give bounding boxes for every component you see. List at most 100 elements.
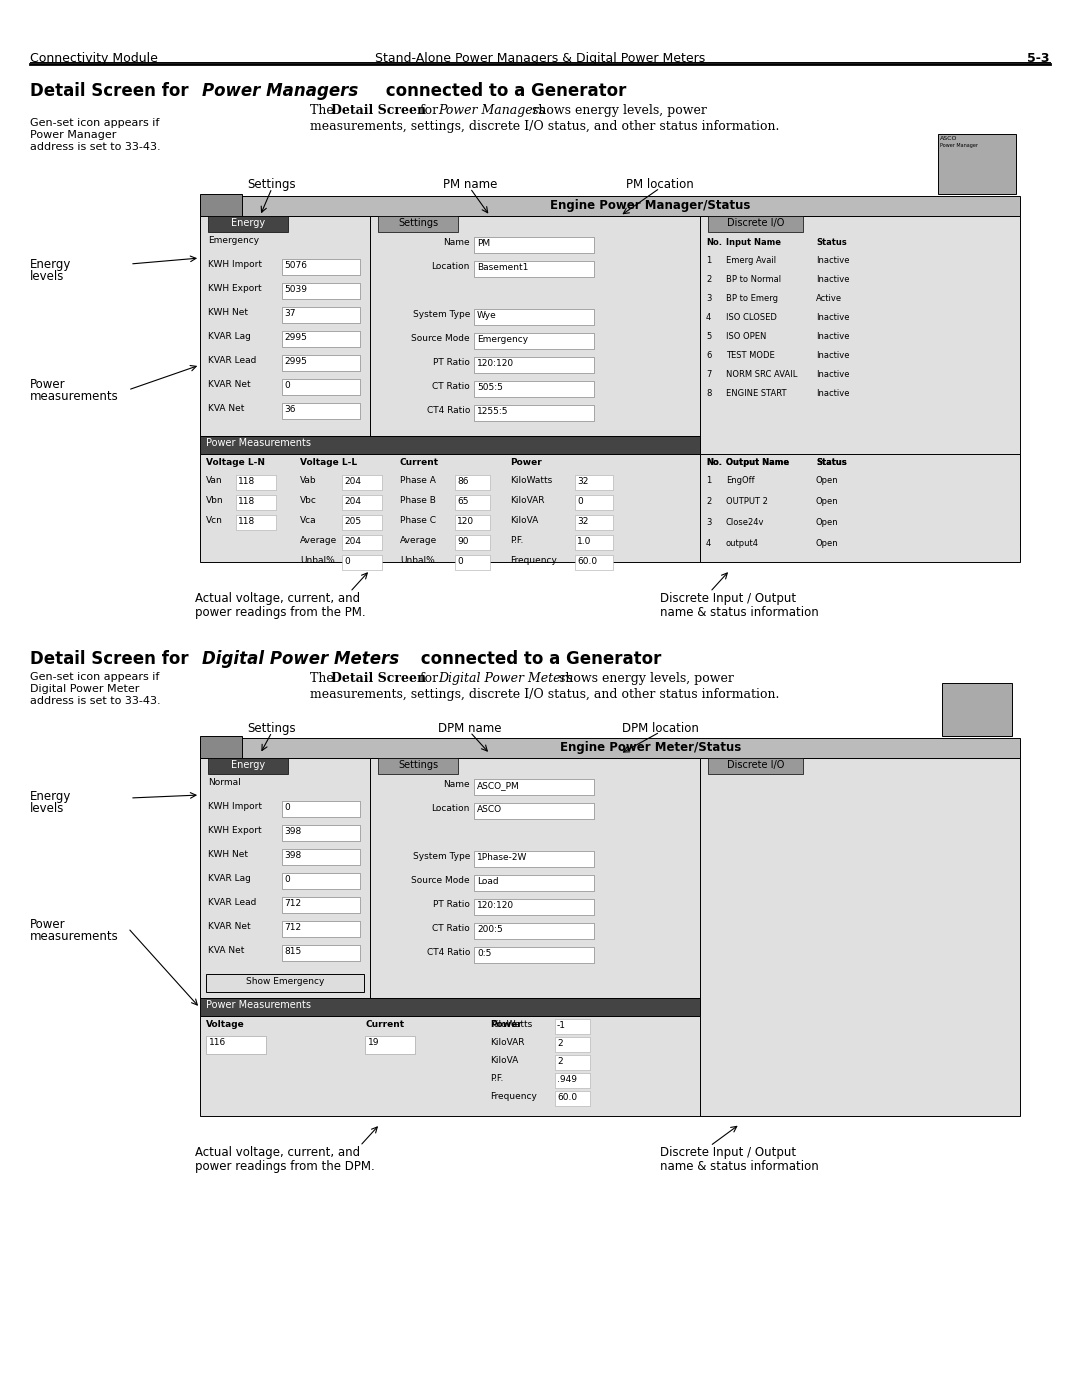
Text: Power: Power [510, 458, 542, 467]
Text: Digital Power Meters: Digital Power Meters [438, 672, 572, 685]
Text: 120: 120 [457, 517, 474, 527]
Bar [282, 873, 360, 888]
Bar [282, 921, 360, 937]
Text: Gen-set icon appears if: Gen-set icon appears if [30, 117, 160, 129]
Text: 1: 1 [706, 476, 712, 485]
Text: 6: 6 [706, 351, 712, 360]
Text: P.F.: P.F. [510, 536, 524, 545]
Text: 0: 0 [345, 557, 350, 566]
Text: KWH Import: KWH Import [208, 802, 262, 812]
Text: for: for [416, 103, 442, 117]
Bar [575, 495, 613, 510]
Text: 37: 37 [284, 309, 296, 319]
Text: Voltage L-N: Voltage L-N [206, 458, 265, 467]
Text: No.: No. [706, 458, 723, 467]
Text: Power: Power [30, 918, 66, 930]
Text: Van: Van [206, 476, 222, 485]
Text: Connectivity Module: Connectivity Module [30, 52, 158, 66]
Text: Close24v: Close24v [726, 518, 765, 527]
Bar [282, 800, 360, 817]
Text: 0: 0 [284, 875, 289, 884]
Text: Voltage L-L: Voltage L-L [300, 458, 357, 467]
Text: Normal: Normal [208, 778, 241, 787]
Text: levels: levels [30, 270, 65, 284]
Text: OUTPUT 2: OUTPUT 2 [726, 497, 768, 506]
Text: ENGINE START: ENGINE START [726, 388, 786, 398]
Bar [455, 475, 490, 490]
Text: 205: 205 [345, 517, 361, 527]
Text: Detail Screen: Detail Screen [330, 672, 427, 685]
Bar [942, 683, 1012, 736]
Text: 4: 4 [706, 539, 712, 548]
Text: System Type: System Type [413, 852, 470, 861]
Text: Location: Location [432, 263, 470, 271]
Text: Open: Open [816, 476, 839, 485]
Text: 505:5: 505:5 [477, 383, 503, 393]
Text: power readings from the PM.: power readings from the PM. [195, 606, 366, 619]
Text: PM location: PM location [626, 177, 693, 191]
Text: 3: 3 [706, 293, 712, 303]
Text: Power Managers: Power Managers [438, 103, 545, 117]
Text: 0: 0 [284, 381, 289, 390]
Text: Power Manager: Power Manager [940, 142, 978, 148]
Bar [474, 358, 594, 373]
Text: Open: Open [816, 518, 839, 527]
Text: Inactive: Inactive [816, 370, 850, 379]
Bar [555, 1018, 590, 1034]
Text: 32: 32 [577, 476, 589, 486]
Text: measurements, settings, discrete I/O status, and other status information.: measurements, settings, discrete I/O sta… [310, 687, 780, 701]
Text: 1255:5: 1255:5 [477, 407, 509, 416]
Bar [282, 307, 360, 323]
Text: Inactive: Inactive [816, 388, 850, 398]
Text: Voltage: Voltage [206, 1020, 245, 1030]
Text: name & status information: name & status information [660, 1160, 819, 1173]
Text: DPM name: DPM name [438, 722, 502, 735]
Text: Digital Power Meters: Digital Power Meters [202, 650, 400, 668]
Text: No.: No. [706, 237, 723, 247]
Text: Power: Power [30, 379, 66, 391]
Text: Settings: Settings [247, 722, 296, 735]
Bar [474, 947, 594, 963]
Text: CT4 Ratio: CT4 Ratio [427, 407, 470, 415]
Text: 2995: 2995 [284, 358, 307, 366]
Text: CT Ratio: CT Ratio [432, 381, 470, 391]
Text: 3: 3 [706, 518, 712, 527]
Text: 0: 0 [457, 557, 462, 566]
Text: KVAR Lag: KVAR Lag [208, 875, 251, 883]
Text: KiloVAR: KiloVAR [510, 496, 544, 504]
Text: Detail Screen for: Detail Screen for [30, 82, 194, 101]
Bar [474, 923, 594, 939]
Bar [455, 535, 490, 550]
Text: shows energy levels, power: shows energy levels, power [555, 672, 734, 685]
Text: Actual voltage, current, and: Actual voltage, current, and [195, 592, 360, 605]
Text: ISO CLOSED: ISO CLOSED [726, 313, 777, 321]
Text: Engine Power Meter/Status: Engine Power Meter/Status [561, 740, 741, 754]
Text: KWH Import: KWH Import [208, 260, 262, 270]
Text: 200:5: 200:5 [477, 925, 503, 935]
Bar [474, 780, 594, 795]
Text: Vbn: Vbn [206, 496, 224, 504]
Text: Frequency: Frequency [490, 1092, 537, 1101]
Text: ASCO: ASCO [940, 136, 958, 141]
Text: Inactive: Inactive [816, 256, 850, 265]
Text: Emerg Avail: Emerg Avail [726, 256, 777, 265]
Text: Open: Open [816, 539, 839, 548]
Text: 5: 5 [706, 332, 712, 341]
Text: 204: 204 [345, 536, 361, 546]
Text: PT Ratio: PT Ratio [433, 358, 470, 367]
Text: Settings: Settings [397, 218, 438, 228]
Text: System Type: System Type [413, 310, 470, 319]
Bar [474, 261, 594, 277]
Text: Phase C: Phase C [400, 515, 436, 525]
Text: 2: 2 [706, 497, 712, 506]
Text: Active: Active [816, 293, 842, 303]
Bar [200, 997, 700, 1016]
Text: Energy: Energy [231, 760, 265, 770]
Text: 0: 0 [577, 497, 583, 506]
Text: Source Mode: Source Mode [411, 334, 470, 344]
Bar [282, 849, 360, 865]
Bar [200, 217, 370, 436]
Text: Status: Status [816, 458, 847, 467]
Text: Current: Current [365, 1020, 404, 1030]
Text: 815: 815 [284, 947, 301, 956]
